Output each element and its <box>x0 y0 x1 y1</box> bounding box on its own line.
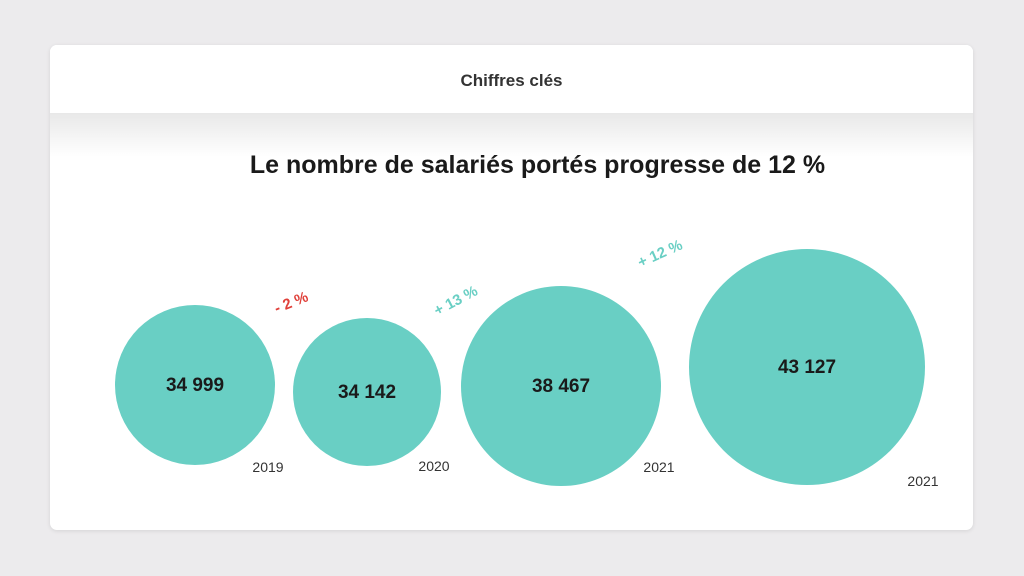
bubble-value-label: 34 999 <box>166 375 224 396</box>
bubble-1 <box>293 318 441 466</box>
change-label-increase: + 13 % <box>431 282 481 319</box>
change-label-decrease: - 2 % <box>272 288 311 317</box>
year-label: 2021 <box>643 459 674 475</box>
bubble-0 <box>115 305 275 465</box>
year-label: 2021 <box>907 473 938 489</box>
year-label: 2019 <box>252 459 283 475</box>
header-divider-shadow <box>50 113 973 157</box>
bubble-value-label: 34 142 <box>338 382 396 403</box>
bubble-value-label: 38 467 <box>532 376 590 397</box>
year-label: 2020 <box>418 458 449 474</box>
bubble-3 <box>689 249 925 485</box>
change-label-increase: + 12 % <box>635 237 685 272</box>
bubble-2 <box>461 286 661 486</box>
card-title: Chiffres clés <box>50 45 973 117</box>
chart-title: Le nombre de salariés portés progresse d… <box>249 151 826 179</box>
bubble-value-label: 43 127 <box>778 357 836 378</box>
